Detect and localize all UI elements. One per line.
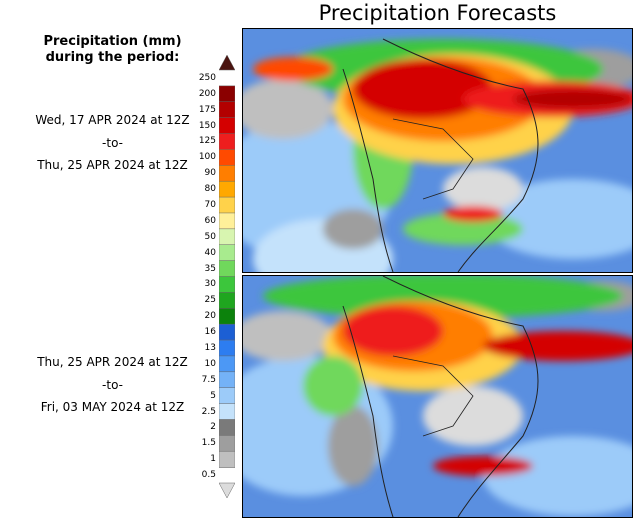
colorbar-tick-25: 25 (204, 295, 216, 306)
colorbar-tick-200: 200 (198, 88, 216, 99)
forecast-map-week-1 (242, 28, 633, 273)
colorbar-swatch-200 (219, 85, 235, 103)
colorbar-tick-250: 250 (198, 72, 216, 83)
colorbar-tick-2: 2 (210, 422, 216, 433)
colorbar-swatch-70 (219, 196, 235, 214)
colorbar-swatch-2 (219, 419, 235, 437)
colorbar-swatch-16 (219, 323, 235, 341)
colorbar-swatch-5 (219, 387, 235, 405)
colorbar-swatch-40 (219, 244, 235, 262)
colorbar-swatch-150 (219, 117, 235, 135)
colorbar-swatch-100 (219, 149, 235, 167)
colorbar-tick-1: 1 (210, 454, 216, 465)
colorbar-swatch-7.5 (219, 371, 235, 389)
colorbar-tick-2.5: 2.5 (201, 406, 216, 417)
colorbar-tick-40: 40 (204, 247, 216, 258)
period-1-separator: -to- (102, 136, 123, 150)
colorbar-swatch-25 (219, 292, 235, 310)
colorbar-swatch-0.5 (219, 482, 235, 498)
legend-title: Precipitation (mm) during the period: (0, 34, 225, 66)
colorbar-tick-80: 80 (204, 184, 216, 195)
legend-title-line1: Precipitation (mm) (43, 34, 182, 49)
legend-title-line2: during the period: (45, 50, 180, 65)
colorbar-tick-10: 10 (204, 358, 216, 369)
colorbar-swatch-13 (219, 339, 235, 357)
colorbar-swatch-2.5 (219, 403, 235, 421)
colorbar-tick-35: 35 (204, 263, 216, 274)
colorbar-swatch-1 (219, 450, 235, 468)
colorbar-tick-125: 125 (198, 136, 216, 147)
colorbar-tick-100: 100 (198, 152, 216, 163)
period-2-end: Fri, 03 MAY 2024 at 12Z (40, 400, 185, 414)
colorbar-swatch-1.5 (219, 435, 235, 452)
colorbar-swatch-20 (219, 308, 235, 325)
colorbar-tick-90: 90 (204, 168, 216, 179)
colorbar-tick-0.5: 0.5 (201, 470, 216, 481)
colorbar-swatch-60 (219, 212, 235, 230)
colorbar-swatch-35 (219, 260, 235, 278)
period-1-start: Wed, 17 APR 2024 at 12Z (35, 113, 190, 127)
period-2-start: Thu, 25 APR 2024 at 12Z (37, 355, 188, 369)
colorbar-tick-labels: 250 200 175 150 125 100 90 80 70 60 50 40 35 30 25 20 16… (186, 0, 216, 518)
colorbar-swatch-50 (219, 228, 235, 246)
colorbar-tick-7.5: 7.5 (201, 374, 216, 385)
colorbar-tick-20: 20 (204, 311, 216, 322)
colorbar-tick-175: 175 (198, 104, 216, 115)
colorbar-tick-30: 30 (204, 279, 216, 290)
period-1-end: Thu, 25 APR 2024 at 12Z (37, 158, 188, 172)
colorbar-swatch-30 (219, 276, 235, 294)
period-2-separator: -to- (102, 378, 123, 392)
colorbar-tick-16: 16 (204, 327, 216, 338)
precipitation-colorbar (219, 55, 235, 498)
colorbar-tick-60: 60 (204, 215, 216, 226)
page-title: Precipitation Forecasts (318, 1, 557, 25)
colorbar-swatch-125 (219, 133, 235, 151)
colorbar-tick-13: 13 (204, 342, 216, 353)
colorbar-tick-70: 70 (204, 200, 216, 211)
colorbar-tick-5: 5 (210, 390, 216, 401)
colorbar-swatch-10 (219, 355, 235, 373)
colorbar-swatch-80 (219, 180, 235, 198)
colorbar-tick-50: 50 (204, 231, 216, 242)
colorbar-tick-1.5: 1.5 (201, 438, 216, 449)
colorbar-swatch-90 (219, 165, 235, 182)
forecast-map-week-2 (242, 275, 633, 518)
colorbar-swatch-175 (219, 101, 235, 119)
colorbar-swatch-250 (219, 55, 235, 71)
colorbar-tick-150: 150 (198, 120, 216, 131)
